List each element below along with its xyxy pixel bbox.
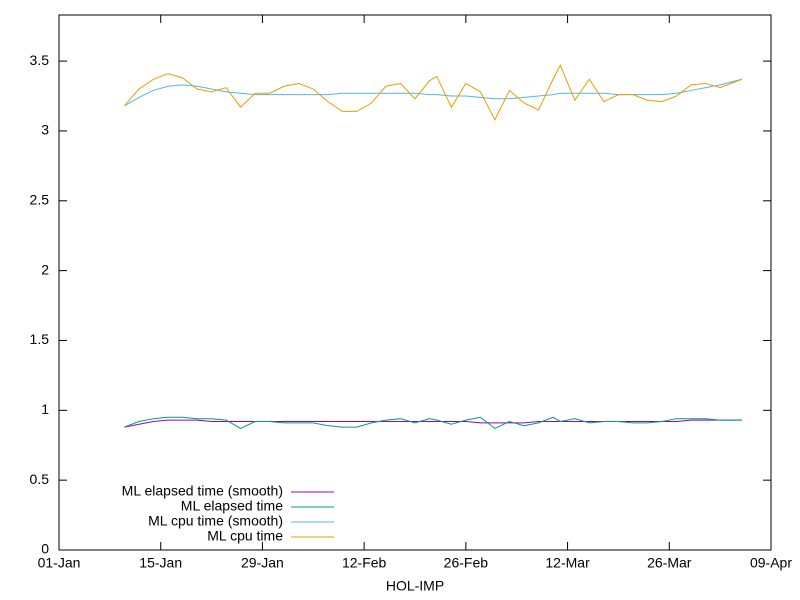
x-tick-label: 12-Feb (342, 555, 387, 571)
legend-label: ML cpu time (207, 528, 283, 544)
legend-label: ML elapsed time (smooth) (122, 483, 283, 499)
y-tick-label: 3 (41, 122, 49, 138)
legend-label: ML elapsed time (181, 498, 283, 514)
series-line (124, 419, 742, 428)
x-tick-label: 26-Feb (444, 555, 489, 571)
y-tick-label: 2 (41, 261, 49, 277)
series-line (124, 416, 742, 430)
y-tick-label: 2.5 (30, 191, 50, 207)
y-tick-label: 0.5 (30, 471, 50, 487)
x-tick-label: 12-Mar (545, 555, 590, 571)
x-tick-label: 01-Jan (38, 555, 81, 571)
x-tick-label: 29-Jan (241, 555, 284, 571)
y-tick-label: 1 (41, 401, 49, 417)
x-tick-label: 09-Apr (750, 555, 792, 571)
legend-label: ML cpu time (smooth) (148, 513, 283, 529)
x-tick-label: 26-Mar (647, 555, 692, 571)
plot-frame (58, 14, 772, 551)
series-line (124, 78, 743, 107)
y-tick-label: 0 (41, 541, 49, 557)
y-tick-label: 1.5 (30, 331, 50, 347)
y-tick-label: 3.5 (30, 52, 50, 68)
x-tick-label: 15-Jan (139, 555, 182, 571)
series-line (124, 64, 743, 121)
x-axis-label: HOL-IMP (386, 578, 444, 594)
